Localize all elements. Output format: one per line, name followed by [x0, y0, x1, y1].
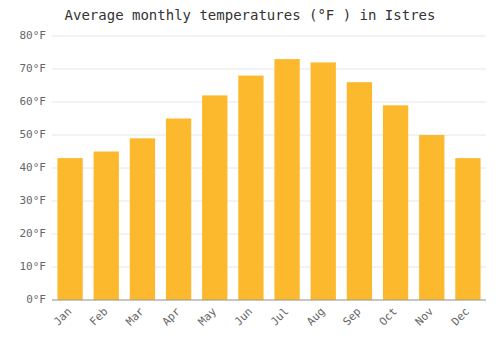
chart: 0°F 10°F 20°F 30°F 40°F 50°F 60°F 70°F 80°F Jan Fe…: [0, 0, 500, 350]
x-tick-label: Apr: [160, 305, 184, 329]
y-tick-label: 10°F: [20, 260, 47, 273]
grid-line: [52, 36, 486, 37]
x-tick-label: Mar: [123, 305, 147, 329]
bar: [238, 76, 263, 300]
bar: [383, 105, 408, 300]
bar: [202, 95, 227, 300]
x-tick-label: Oct: [377, 305, 400, 328]
y-tick-label: 40°F: [20, 161, 47, 174]
x-tick-label: Dec: [449, 305, 472, 328]
grid: [52, 36, 486, 300]
grid-line: [52, 300, 486, 301]
y-tick-label: 0°F: [26, 293, 46, 306]
bar: [130, 138, 155, 300]
y-tick-label: 80°F: [20, 29, 47, 42]
x-tick-label: Feb: [87, 305, 110, 328]
x-axis-line: [52, 300, 486, 301]
x-tick-label: Jan: [51, 305, 74, 328]
grid-line: [52, 102, 486, 103]
bar: [57, 158, 82, 300]
y-tick-label: 30°F: [20, 194, 47, 207]
title: Average monthly temperatures (°F ) in Is…: [65, 7, 436, 23]
bar: [455, 158, 480, 300]
y-tick-label: 70°F: [20, 62, 47, 75]
bar: [311, 62, 336, 300]
bar: [347, 82, 372, 300]
x-tick-label: May: [196, 305, 220, 329]
bar: [166, 119, 191, 301]
x-tick-label: Jun: [232, 305, 255, 328]
y-tick-label: 20°F: [20, 227, 47, 240]
bar: [274, 59, 299, 300]
x-tick-label: Aug: [304, 305, 327, 328]
x-tick-label: Nov: [413, 305, 437, 329]
y-tick-label: 50°F: [20, 128, 47, 141]
x-tick-label: Jul: [268, 305, 291, 328]
bar: [419, 135, 444, 300]
bars: [57, 59, 480, 300]
x-tick-label: Sep: [340, 305, 363, 328]
grid-line: [52, 69, 486, 70]
y-tick-label: 60°F: [20, 95, 47, 108]
bar: [94, 152, 119, 301]
